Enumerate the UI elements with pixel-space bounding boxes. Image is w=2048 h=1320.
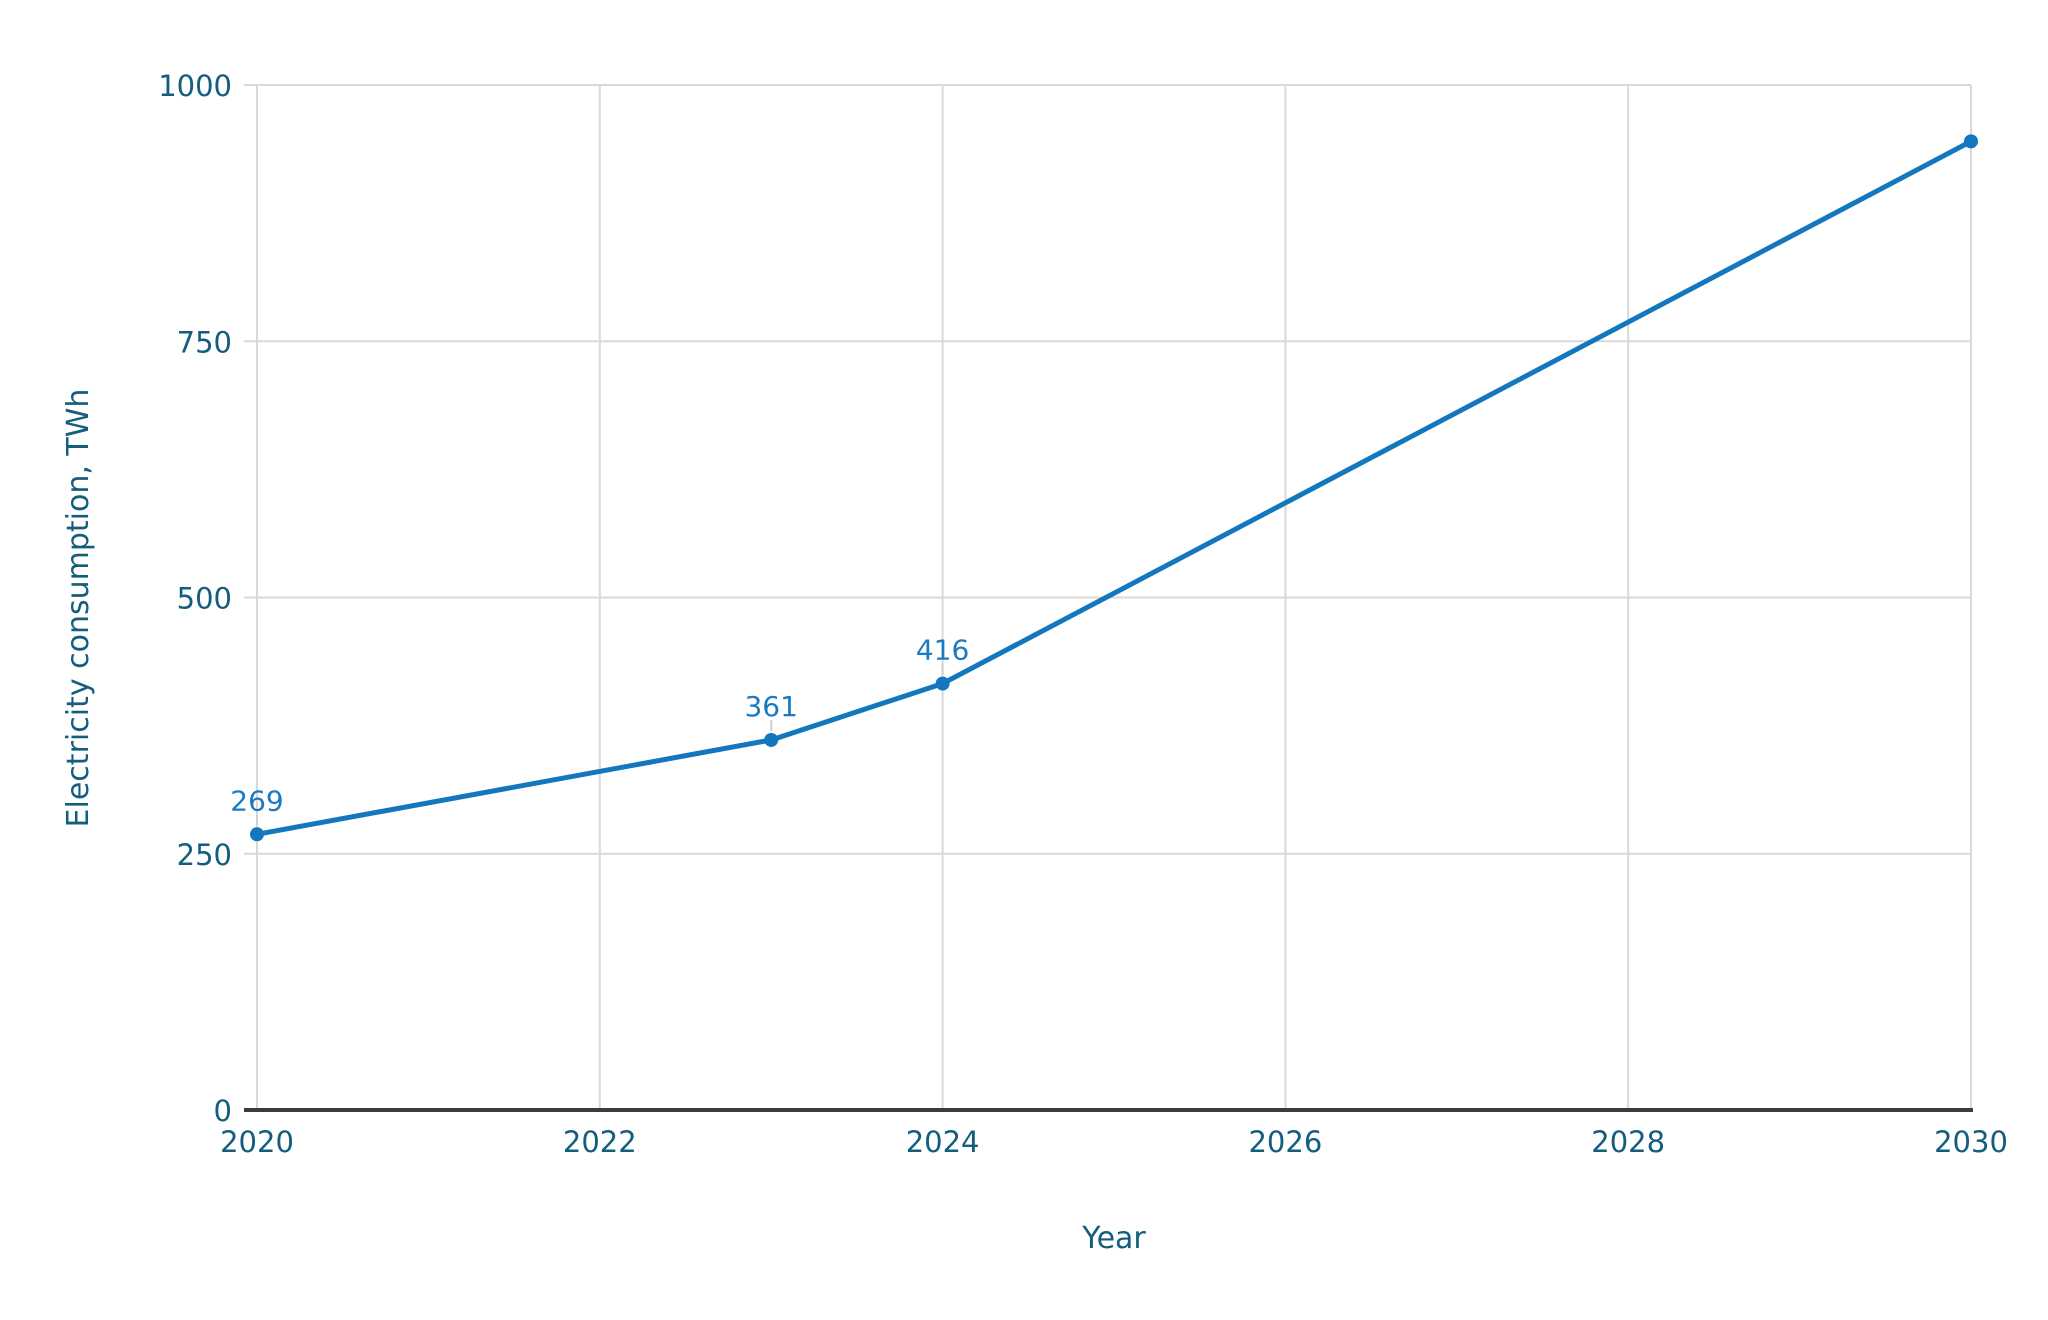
x-tick-label: 2024: [906, 1125, 980, 1159]
series-line: [254, 138, 1974, 837]
x-tick-label: 2022: [563, 1125, 637, 1159]
data-point-label: 361: [744, 690, 797, 723]
y-axis-title: Electricity consumption, TWh: [61, 388, 96, 828]
x-tick-label: 2020: [220, 1125, 294, 1159]
x-tick-label: 2026: [1248, 1125, 1322, 1159]
x-tick-label: 2028: [1591, 1125, 1665, 1159]
data-point-label: 416: [916, 634, 969, 667]
data-point-label: 269: [230, 784, 283, 817]
y-tick-label: 250: [177, 838, 232, 872]
y-tick-label: 750: [177, 325, 232, 359]
data-point-marker: [250, 827, 264, 842]
y-tick-label: 500: [177, 582, 232, 616]
data-point-marker: [1964, 134, 1978, 149]
x-axis-title: Year: [1082, 1221, 1146, 1256]
data-point-marker: [764, 732, 779, 747]
x-tick-label: 2030: [1934, 1125, 2008, 1159]
y-tick-label: 0: [214, 1094, 232, 1128]
data-point-marker: [935, 676, 950, 691]
y-tick-label: 1000: [158, 69, 232, 103]
